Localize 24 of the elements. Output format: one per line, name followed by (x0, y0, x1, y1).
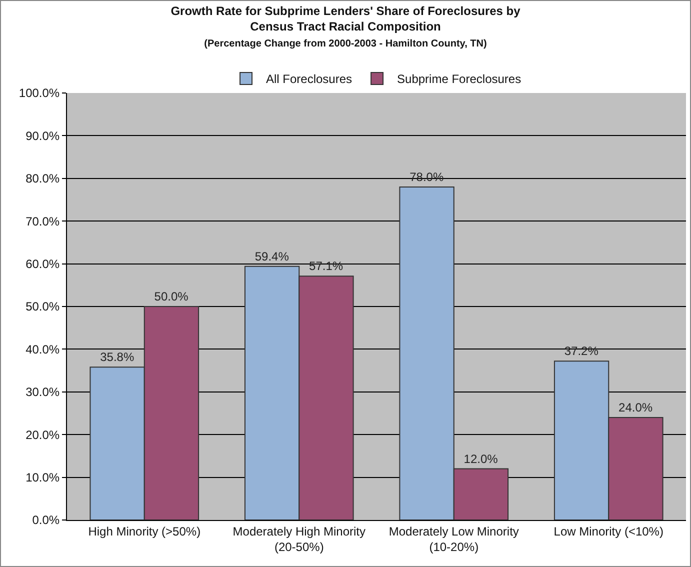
legend-label: All Foreclosures (266, 72, 352, 86)
y-tick-label: 10.0% (26, 470, 60, 484)
y-tick-label: 30.0% (26, 385, 60, 400)
data-label: 59.4% (254, 249, 290, 264)
data-label: 35.8% (100, 350, 134, 364)
y-tick-label: 50.0% (26, 300, 60, 314)
data-label: 12.0% (464, 452, 498, 466)
x-tick-label: Moderately Low Minority (10-20%) (388, 524, 519, 554)
chart-subtitle: (Percentage Change from 2000-2003 - Hamilton County, TN) (204, 38, 487, 50)
x-tick-label: Moderately High Minority (20-50%) (232, 524, 366, 554)
y-tick-label: 70.0% (26, 214, 60, 228)
x-tick-label: Low Minority (<10%) (554, 524, 664, 538)
y-tick-label: 0.0% (32, 513, 60, 528)
legend-label: Subprime Foreclosures (397, 72, 522, 86)
data-label: 24.0% (618, 400, 653, 415)
y-tick-label: 40.0% (26, 342, 60, 356)
y-tick-label: 80.0% (26, 172, 60, 186)
data-label: 50.0% (154, 290, 189, 304)
y-tick-label: 100.0% (18, 86, 60, 100)
y-tick-label: 20.0% (26, 428, 60, 442)
x-tick-label: High Minority (>50%) (88, 524, 201, 538)
chart-title: Growth Rate for Subprime Lenders' Share of Foreclosures by Census Tract Racial Composition (170, 4, 521, 34)
y-tick-label: 90.0% (26, 128, 60, 143)
y-tick-label: 60.0% (26, 257, 60, 271)
